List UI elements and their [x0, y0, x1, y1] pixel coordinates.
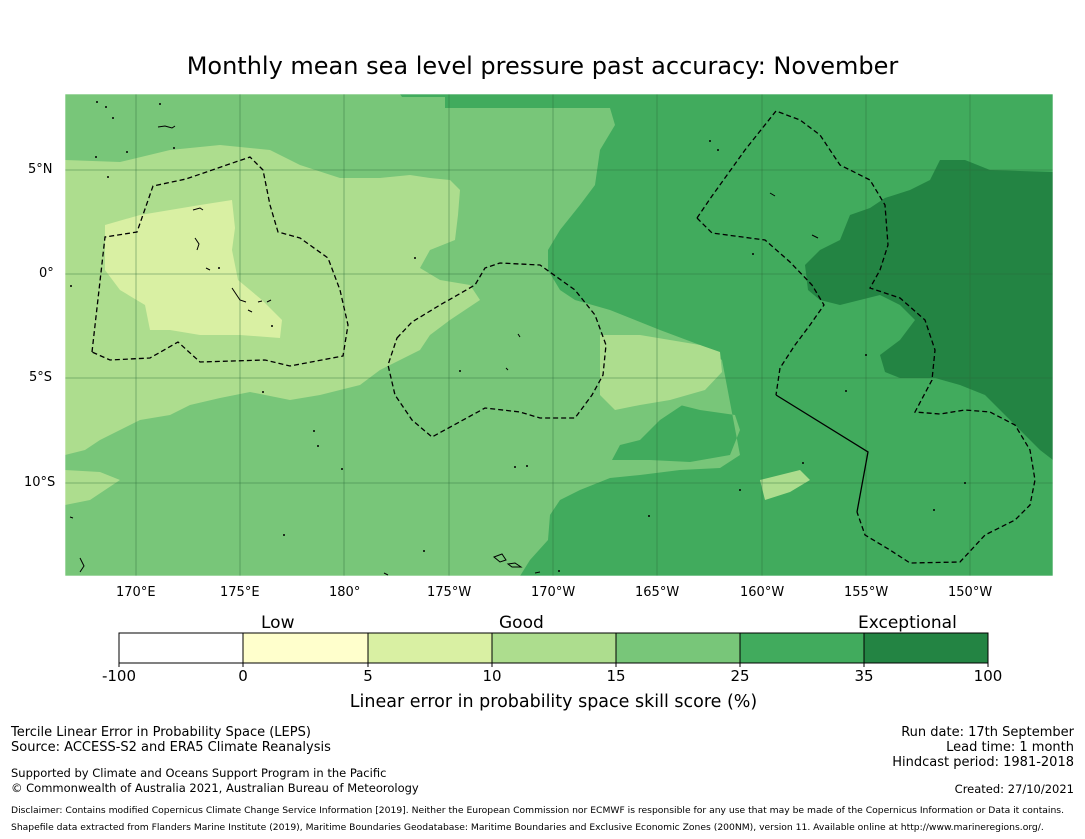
colorbar-tick: 35: [854, 667, 874, 685]
footer-run-date: Run date: 17th September: [901, 725, 1074, 740]
footer-shapefile: Shapefile data extracted from Flanders M…: [11, 822, 1044, 833]
island-dots: [70, 101, 966, 572]
eez-boundary-east-north: [696, 110, 1036, 564]
islands: [69, 125, 819, 576]
region-score-10-15-east-tongue: [600, 335, 722, 410]
lat-label-10s: 10°S: [24, 475, 56, 490]
colorbar-swatch-35-100: [864, 633, 988, 663]
colorbar-label: Linear error in probability space skill …: [349, 692, 758, 712]
colorbar: [118, 632, 989, 667]
region-score-35-100: [805, 160, 1053, 460]
eez-boundary-east-west: [696, 217, 825, 396]
gridlines: [65, 94, 1053, 576]
footer-disclaimer: Disclaimer: Contains modified Copernicus…: [11, 805, 1065, 816]
lon-label-170e: 170°E: [116, 585, 156, 600]
colorbar-swatch-25-35: [740, 633, 864, 663]
lon-label-165w: 165°W: [635, 585, 680, 600]
footer-lead-time: Lead time: 1 month: [946, 740, 1074, 755]
lon-label-180: 180°: [329, 585, 361, 600]
lon-label-160w: 160°W: [740, 585, 785, 600]
lat-label-5s: 5°S: [29, 370, 53, 385]
lon-label-175w: 175°W: [427, 585, 472, 600]
eez-boundary-solid: [775, 394, 869, 513]
eez-boundary-west: [91, 156, 349, 367]
footer-supported: Supported by Climate and Oceans Support …: [11, 766, 387, 780]
lat-label-0: 0°: [39, 266, 54, 281]
map-frame: [64, 93, 1054, 577]
colorbar-swatch-5-10: [368, 633, 492, 663]
colorbar-swatch-neg100-0: [119, 633, 243, 663]
category-exceptional: Exceptional: [858, 613, 957, 633]
region-score-10-15-south-east: [760, 470, 810, 500]
lat-label-5n: 5°N: [28, 162, 53, 177]
colorbar-tick: 5: [363, 667, 373, 685]
lon-label-150w: 150°W: [948, 585, 993, 600]
colorbar-swatch-10-15: [492, 633, 616, 663]
lon-label-170w: 170°W: [531, 585, 576, 600]
colorbar-frame: [118, 632, 989, 664]
chart-title: Monthly mean sea level pressure past acc…: [186, 52, 899, 80]
region-score-5-10: [105, 200, 282, 338]
colorbar-swatch-15-25: [616, 633, 740, 663]
region-score-10-15-south: [65, 470, 120, 505]
footer-source: Source: ACCESS-S2 and ERA5 Climate Reana…: [11, 740, 331, 755]
eez-boundary-central: [387, 262, 607, 438]
category-low: Low: [261, 613, 295, 633]
lon-label-155w: 155°W: [844, 585, 889, 600]
colorbar-tick: 100: [973, 667, 1003, 685]
category-good: Good: [499, 613, 544, 633]
colorbar-tick: 10: [482, 667, 502, 685]
footer-created: Created: 27/10/2021: [954, 782, 1074, 796]
colorbar-tick: 0: [238, 667, 248, 685]
footer-copyright: © Commonwealth of Australia 2021, Austra…: [11, 781, 419, 795]
footer-hindcast: Hindcast period: 1981-2018: [892, 755, 1074, 770]
colorbar-tick: 25: [730, 667, 750, 685]
colorbar-tick: 15: [606, 667, 626, 685]
lon-label-175e: 175°E: [220, 585, 260, 600]
footer-method: Tercile Linear Error in Probability Spac…: [11, 725, 311, 740]
colorbar-tick: -100: [101, 667, 137, 685]
colorbar-swatch-0-5: [243, 633, 368, 663]
